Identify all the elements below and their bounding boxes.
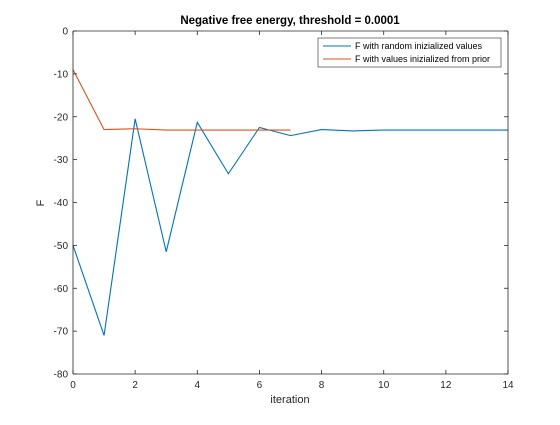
x-tick-label: 6: [257, 380, 263, 391]
x-tick-label: 0: [70, 380, 76, 391]
legend: F with random inizialized values F with …: [318, 38, 501, 67]
legend-label-prior: F with values inizialized from prior: [355, 54, 490, 64]
x-tick-label: 8: [319, 380, 325, 391]
y-tick-label: 0: [62, 27, 68, 38]
y-tick-label: -40: [54, 198, 69, 209]
y-tick-label: -80: [54, 370, 69, 381]
y-tick-label: -10: [54, 69, 69, 80]
x-tick-label: 4: [195, 380, 201, 391]
x-tick-label: 12: [440, 380, 452, 391]
y-tick-label: -20: [54, 112, 69, 123]
plot-area: [73, 31, 508, 374]
x-axis-label: iteration: [270, 394, 309, 406]
x-tick-label: 10: [378, 380, 390, 391]
chart-title: Negative free energy, threshold = 0.0001: [180, 15, 400, 27]
y-tick-label: -50: [54, 241, 69, 252]
y-tick-label: -70: [54, 327, 69, 338]
y-axis-label: F: [35, 199, 47, 206]
x-tick-label: 2: [132, 380, 138, 391]
x-tick-label: 14: [502, 380, 514, 391]
legend-label-random: F with random inizialized values: [355, 41, 483, 51]
y-tick-label: -30: [54, 155, 69, 166]
y-tick-label: -60: [54, 284, 69, 295]
